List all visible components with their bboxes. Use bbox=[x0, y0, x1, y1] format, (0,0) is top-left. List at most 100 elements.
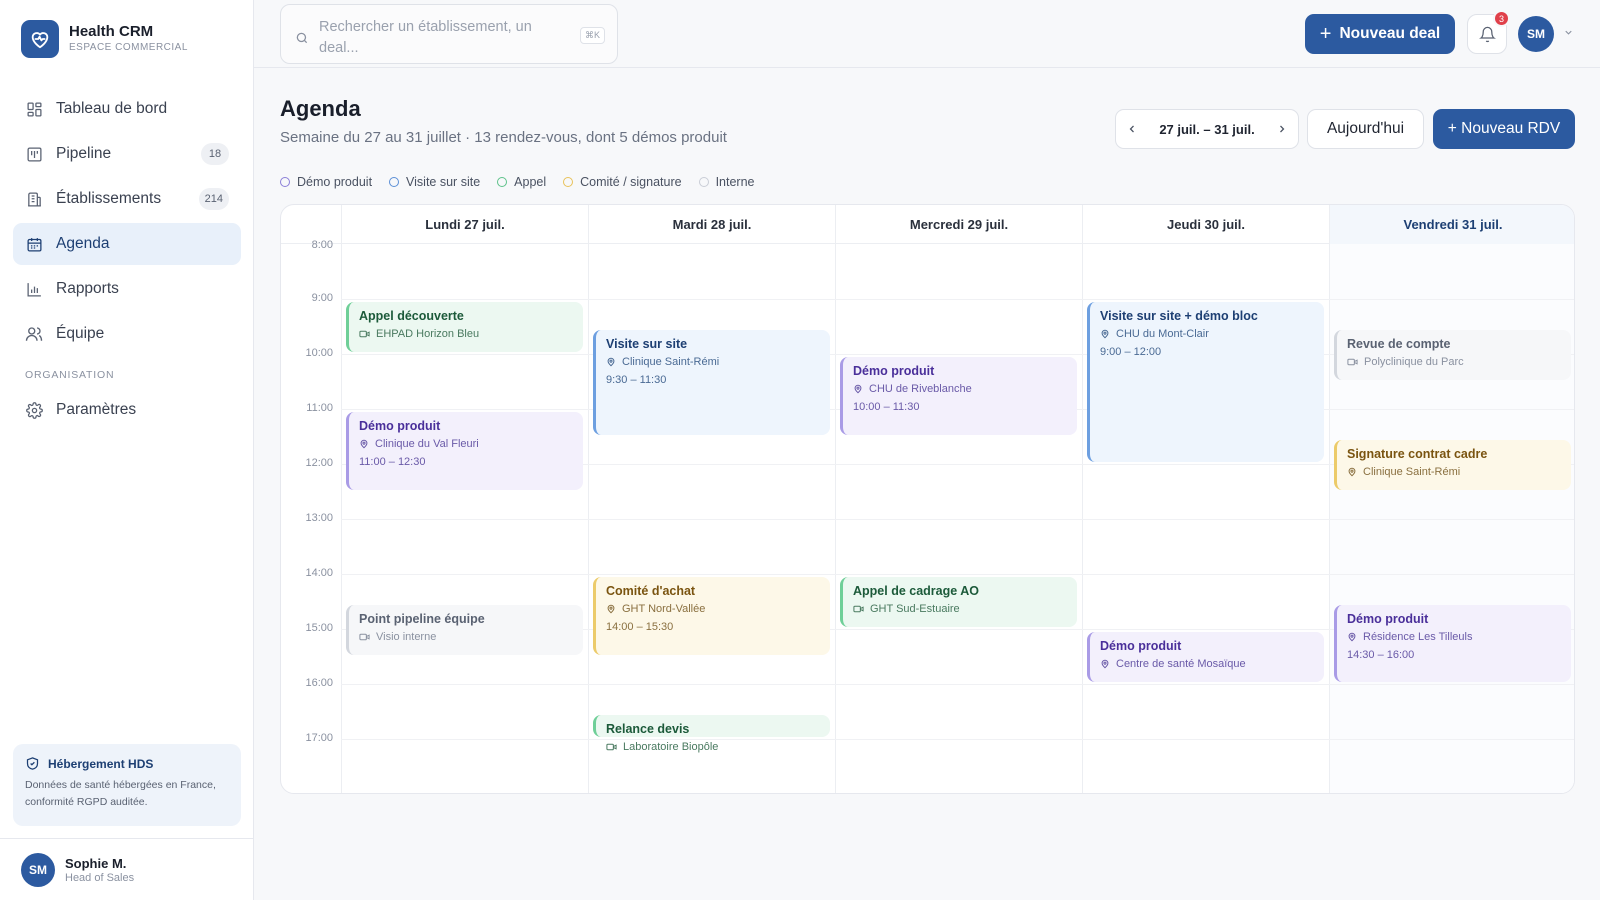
day-header: Mercredi 29 juil. bbox=[835, 205, 1082, 244]
chevron-left-icon[interactable] bbox=[1126, 123, 1138, 135]
day-column[interactable] bbox=[835, 244, 1082, 793]
new-deal-button[interactable]: + Nouveau deal bbox=[1305, 14, 1455, 54]
sidebar-item-dashboard[interactable]: Tableau de bord bbox=[13, 88, 241, 130]
map-pin-icon bbox=[1347, 632, 1357, 642]
day-column[interactable] bbox=[588, 244, 835, 793]
search-box[interactable]: Rechercher un établissement, un deal... … bbox=[280, 4, 618, 64]
chart-icon bbox=[25, 280, 43, 298]
notifications-button[interactable]: 3 bbox=[1467, 10, 1510, 54]
calendar-event[interactable]: Démo produit Résidence Les Tilleuls 14:30 … bbox=[1334, 604, 1571, 682]
hour-label: 8:00 bbox=[311, 239, 333, 251]
day-header: Vendredi 31 juil. bbox=[1329, 205, 1574, 244]
event-title: Visite sur site bbox=[606, 336, 688, 351]
chevron-right-icon[interactable] bbox=[1276, 123, 1288, 135]
hour-label: 17:00 bbox=[305, 732, 333, 744]
legend-label: Démo produit bbox=[297, 175, 373, 189]
legend-item[interactable]: Appel bbox=[497, 175, 546, 189]
user-role: Head of Sales bbox=[65, 871, 135, 884]
day-header: Lundi 27 juil. bbox=[341, 205, 588, 244]
legend-dot-icon bbox=[497, 177, 508, 187]
calendar-event[interactable]: Démo produit Clinique du Val Fleuri 11:00 … bbox=[346, 412, 583, 490]
hour-label: 9:00 bbox=[311, 292, 333, 304]
sidebar-item-agenda[interactable]: Agenda bbox=[13, 223, 241, 265]
hour-gridline bbox=[341, 739, 1574, 740]
new-rdv-button[interactable]: + Nouveau RDV bbox=[1433, 109, 1575, 149]
event-type-legend: Démo produit Visite sur site Appel Comité /… bbox=[280, 175, 772, 189]
event-title: Signature contrat cadre bbox=[1347, 446, 1488, 461]
day-column[interactable] bbox=[1082, 244, 1329, 793]
calendar-event[interactable]: Point pipeline équipe Visio interne bbox=[346, 604, 583, 655]
event-title: Point pipeline équipe bbox=[359, 611, 485, 626]
map-pin-icon bbox=[359, 439, 369, 449]
sidebar-item-label: Agenda bbox=[56, 235, 110, 252]
legend-item[interactable]: Comité / signature bbox=[563, 175, 682, 189]
legend-item[interactable]: Démo produit bbox=[280, 175, 372, 189]
sidebar-item-equipe[interactable]: Équipe bbox=[13, 313, 241, 355]
plus-icon: + bbox=[1319, 22, 1332, 45]
day-column[interactable] bbox=[341, 244, 588, 793]
hour-gridline bbox=[341, 519, 1574, 520]
pipeline-count-badge: 18 bbox=[201, 143, 229, 165]
calendar-event[interactable]: Démo produit Centre de santé Mosaïque bbox=[1087, 632, 1324, 682]
sidebar-item-label: Tableau de bord bbox=[56, 100, 168, 117]
brand-subtitle: ESPACE COMMERCIAL bbox=[69, 42, 188, 53]
calendar-event[interactable]: Démo produit CHU de Riveblanche 10:00 – 11… bbox=[840, 357, 1077, 435]
building-icon bbox=[25, 190, 43, 208]
calendar-event[interactable]: Appel découverte EHPAD Horizon Bleu bbox=[346, 302, 583, 352]
calendar-event[interactable]: Signature contrat cadre Clinique Saint-Ré… bbox=[1334, 439, 1571, 490]
event-location: CHU du Mont-Clair bbox=[1116, 328, 1209, 340]
legend-item[interactable]: Interne bbox=[698, 175, 755, 189]
event-title: Démo produit bbox=[853, 364, 935, 378]
sidebar-item-etablissements[interactable]: Établissements 214 bbox=[13, 178, 241, 220]
event-title: Revue de compte bbox=[1347, 336, 1451, 351]
event-location: Résidence Les Tilleuls bbox=[1363, 630, 1473, 643]
hour-gridline bbox=[341, 464, 1574, 465]
event-title: Appel de cadrage AO bbox=[853, 584, 979, 598]
brand[interactable]: Health CRM ESPACE COMMERCIAL bbox=[21, 20, 188, 58]
week-calendar: Lundi 27 juil. Mardi 28 juil. Mercredi 29 … bbox=[280, 204, 1575, 794]
event-title: Appel découverte bbox=[359, 309, 464, 323]
sidebar-item-label: Rapports bbox=[56, 280, 119, 297]
calendar-header: Lundi 27 juil. Mardi 28 juil. Mercredi 29 … bbox=[281, 205, 1574, 244]
day-header: Jeudi 30 juil. bbox=[1082, 205, 1329, 244]
topbar: Rechercher un établissement, un deal... … bbox=[254, 0, 1600, 68]
chevron-down-icon[interactable] bbox=[1563, 27, 1574, 38]
new-deal-label: Nouveau deal bbox=[1339, 25, 1441, 42]
user-profile[interactable]: SM Sophie M. Head of Sales bbox=[0, 838, 254, 900]
legend-item[interactable]: Visite sur site bbox=[389, 175, 480, 189]
dashboard-icon bbox=[25, 100, 43, 118]
hds-text: Données de santé hébergées en France, co… bbox=[25, 779, 216, 808]
sidebar-item-label: Établissements bbox=[56, 190, 162, 207]
calendar-event[interactable]: Visite sur site + démo bloc CHU du Mont-C… bbox=[1087, 302, 1324, 462]
calendar-event[interactable]: Relance devis Laboratoire Biopôle bbox=[593, 714, 830, 753]
event-title: Démo produit bbox=[359, 419, 441, 433]
brand-title: Health CRM bbox=[69, 23, 154, 40]
sidebar-item-rapports[interactable]: Rapports bbox=[13, 268, 241, 310]
hour-gridline bbox=[341, 574, 1574, 575]
notification-count-badge: 3 bbox=[1493, 10, 1510, 27]
calendar-event[interactable]: Visite sur site Clinique Saint-Rémi 9:30 –… bbox=[593, 329, 830, 435]
sidebar-item-pipeline[interactable]: Pipeline 18 bbox=[13, 133, 241, 175]
calendar-event[interactable]: Revue de compte Polyclinique du Parc bbox=[1334, 329, 1571, 380]
calendar-event[interactable]: Appel de cadrage AO GHT Sud-Estuaire bbox=[840, 577, 1077, 627]
hour-label: 13:00 bbox=[305, 512, 333, 524]
event-time: 14:30 – 16:00 bbox=[1347, 648, 1415, 661]
etablissements-count-badge: 214 bbox=[198, 188, 229, 210]
map-pin-icon bbox=[853, 384, 863, 394]
event-title: Relance devis bbox=[606, 721, 690, 736]
map-pin-icon bbox=[606, 357, 616, 367]
legend-dot-icon bbox=[698, 177, 709, 187]
event-location: Centre de santé Mosaïque bbox=[1116, 658, 1246, 670]
calendar-event[interactable]: Comité d'achat GHT Nord-Vallée 14:00 – 15:… bbox=[593, 577, 830, 655]
map-pin-icon bbox=[1100, 329, 1110, 339]
map-pin-icon bbox=[1100, 659, 1110, 669]
week-range-label: 27 juil. – 31 juil. bbox=[1159, 121, 1255, 137]
team-icon bbox=[25, 325, 43, 343]
today-button[interactable]: Aujourd'hui bbox=[1307, 109, 1424, 149]
event-location: Laboratoire Biopôle bbox=[623, 740, 719, 753]
event-time: 9:30 – 11:30 bbox=[606, 373, 667, 386]
week-navigator: 27 juil. – 31 juil. bbox=[1115, 109, 1299, 149]
sidebar-item-parametres[interactable]: Paramètres bbox=[13, 389, 241, 431]
avatar[interactable]: SM bbox=[1518, 16, 1554, 52]
search-input[interactable]: Rechercher un établissement, un deal... bbox=[319, 19, 532, 56]
